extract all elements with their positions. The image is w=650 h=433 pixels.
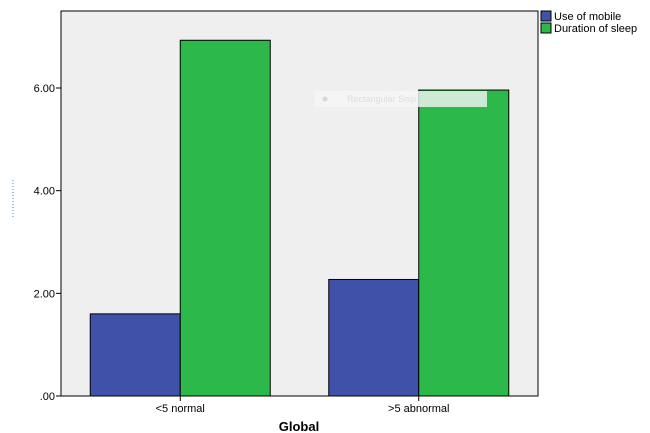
bar-use-of-mobile-1 [89,313,181,397]
bars-group [89,39,510,397]
record-icon [322,96,328,102]
y-axis: .00 2.00 4.00 6.00 [34,11,62,403]
legend-swatch [540,10,552,22]
y-tick-label: 4.00 [34,186,55,198]
snip-watermark: Rectangular Snip [315,91,487,107]
x-axis: <5 normal >5 abnormal [156,396,449,415]
bar-use-of-mobile-2 [328,278,420,397]
bar-duration-of-sleep-1 [179,39,271,397]
bar-duration-of-sleep-2 [418,89,510,397]
legend-swatch [540,22,552,34]
y-tick-label: .00 [40,391,55,403]
legend-label: Use of mobile [554,11,621,23]
watermark-label: Rectangular Snip [347,94,416,104]
x-tick-label: <5 normal [156,403,205,415]
x-tick-label: >5 abnormal [388,403,449,415]
watermark-box [315,91,487,107]
y-tick-label: 6.00 [34,83,55,95]
x-axis-title: Global [279,419,319,433]
y-tick-label: 2.00 [34,288,55,300]
legend-label: Duration of sleep [554,23,637,35]
